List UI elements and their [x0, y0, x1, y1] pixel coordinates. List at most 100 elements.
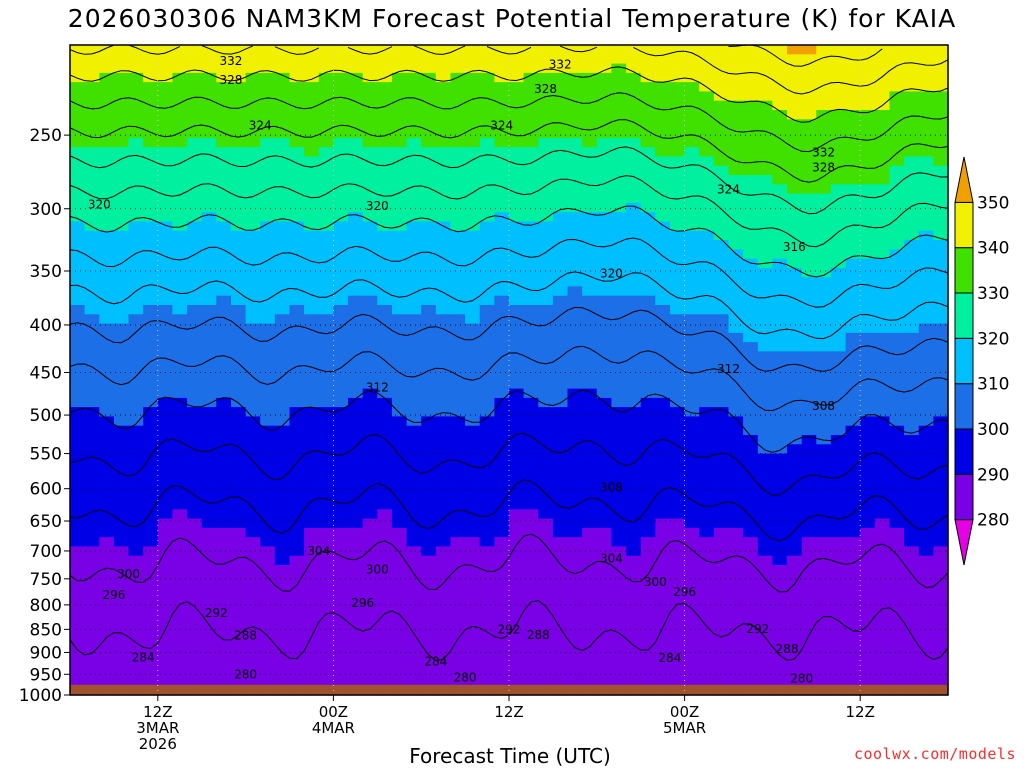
credit-link[interactable]: coolwx.com/models — [853, 745, 1016, 763]
shaded-cell — [494, 360, 510, 371]
shaded-cell — [318, 277, 334, 287]
shaded-cell — [391, 193, 408, 204]
shaded-cell — [274, 667, 291, 677]
shaded-cell — [377, 388, 393, 399]
shaded-cell — [626, 602, 642, 612]
shaded-cell — [596, 360, 612, 371]
shaded-cell — [845, 240, 861, 250]
shaded-cell — [626, 54, 642, 65]
shaded-cell — [172, 407, 188, 417]
shaded-cell — [157, 472, 173, 482]
shaded-cell — [348, 574, 364, 585]
shaded-cell — [816, 509, 832, 520]
shaded-cell — [406, 72, 422, 83]
shaded-cell — [274, 546, 291, 557]
shaded-cell — [231, 119, 247, 130]
shaded-cell — [640, 676, 656, 687]
shaded-cell — [333, 407, 349, 417]
shaded-cell — [172, 128, 188, 139]
shaded-cell — [245, 397, 261, 408]
shaded-cell — [845, 202, 861, 213]
shaded-cell — [479, 360, 495, 371]
shaded-cell — [479, 119, 495, 130]
shaded-cell — [157, 212, 173, 222]
shaded-cell — [567, 175, 583, 185]
shaded-cell — [684, 444, 700, 455]
shaded-cell — [187, 351, 203, 362]
shaded-cell — [509, 249, 525, 260]
shaded-cell — [787, 592, 803, 603]
shaded-cell — [772, 295, 788, 306]
shaded-cell — [918, 314, 934, 325]
shaded-cell — [289, 305, 305, 315]
shaded-cell — [70, 360, 86, 371]
shaded-cell — [933, 370, 949, 380]
shaded-cell — [391, 240, 408, 250]
shaded-cell — [143, 397, 159, 408]
shaded-cell — [582, 657, 598, 668]
shaded-cell — [113, 435, 130, 445]
contour-320 — [69, 205, 949, 278]
shaded-cell — [713, 574, 730, 585]
shaded-cell — [874, 397, 890, 408]
shaded-cell — [933, 295, 949, 306]
shaded-cell — [289, 54, 305, 65]
shaded-cell — [611, 156, 627, 167]
contour-label: 324 — [490, 118, 513, 132]
shaded-cell — [304, 342, 320, 352]
shaded-cell — [509, 602, 525, 612]
shaded-cell — [904, 91, 920, 102]
shaded-cell — [787, 165, 803, 176]
shaded-cell — [845, 509, 861, 520]
shaded-cell — [231, 202, 247, 213]
shaded-cell — [216, 305, 232, 315]
shaded-cell — [260, 100, 276, 111]
shaded-cell — [128, 565, 144, 575]
shaded-cell — [523, 212, 539, 222]
shaded-cell — [743, 314, 759, 325]
shaded-cell — [245, 119, 261, 130]
shaded-cell — [509, 277, 525, 287]
shaded-cell — [450, 45, 466, 55]
shaded-cell — [596, 630, 612, 640]
shaded-cell — [845, 481, 861, 492]
shaded-cell — [435, 472, 451, 482]
shaded-cell — [113, 565, 130, 575]
shaded-cell — [113, 481, 130, 492]
shaded-cell — [596, 555, 612, 566]
shaded-cell — [684, 425, 700, 436]
shaded-cell — [406, 453, 422, 464]
shaded-cell — [713, 249, 730, 260]
shaded-cell — [713, 258, 730, 269]
shaded-cell — [333, 379, 349, 390]
shaded-cell — [552, 230, 569, 241]
shaded-cell — [509, 565, 525, 575]
shaded-cell — [406, 332, 422, 343]
shaded-cell — [816, 137, 832, 148]
shaded-cell — [582, 277, 598, 287]
shaded-cell — [611, 128, 627, 139]
shaded-cell — [479, 165, 495, 176]
shaded-cell — [816, 453, 832, 464]
shaded-cell — [435, 212, 451, 222]
shaded-cell — [172, 648, 188, 659]
shaded-cell — [787, 184, 803, 195]
shaded-cell — [845, 72, 861, 83]
shaded-cell — [684, 611, 700, 622]
shaded-cell — [421, 147, 437, 157]
shaded-cell — [128, 462, 144, 473]
shaded-cell — [860, 500, 876, 510]
shaded-cell — [699, 425, 715, 436]
shaded-cell — [362, 91, 378, 102]
shaded-cell — [348, 444, 364, 455]
shaded-cell — [318, 620, 334, 631]
shaded-cell — [626, 657, 642, 668]
shaded-cell — [84, 305, 100, 315]
shaded-cell — [84, 295, 100, 306]
shaded-cell — [845, 147, 861, 157]
shaded-cell — [362, 165, 378, 176]
shaded-cell — [684, 435, 700, 445]
shaded-cell — [538, 639, 554, 650]
shaded-cell — [391, 323, 408, 334]
shaded-cell — [231, 444, 247, 455]
